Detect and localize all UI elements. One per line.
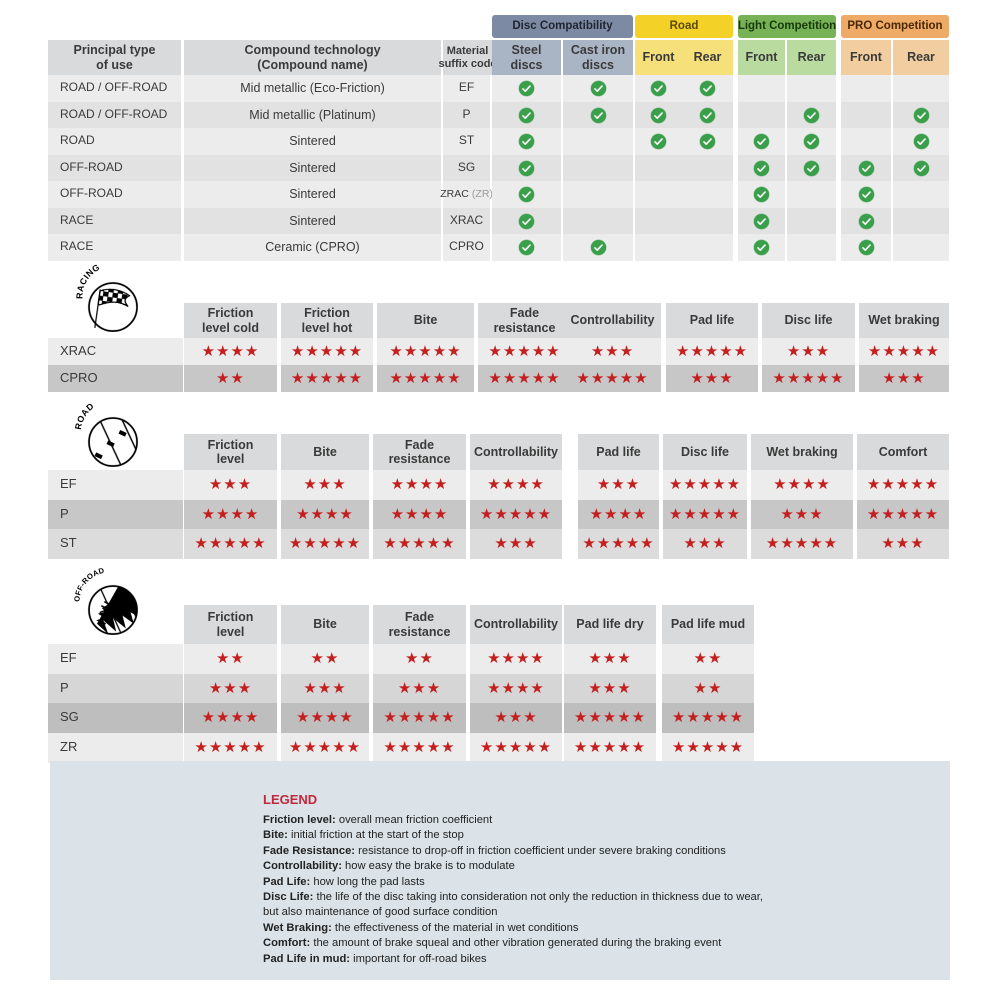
svg-text:ROAD: ROAD — [73, 401, 96, 431]
svg-text:RACING: RACING — [74, 263, 101, 299]
